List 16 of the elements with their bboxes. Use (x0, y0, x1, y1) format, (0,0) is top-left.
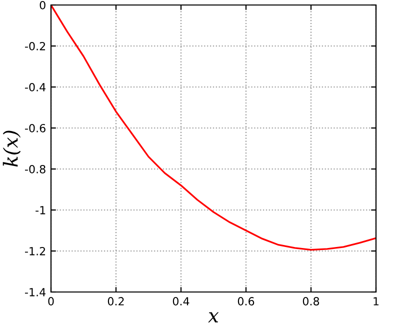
x-tick-label: 1 (374, 297, 379, 306)
y-tick-label: -0.8 (25, 164, 46, 174)
y-tick-label: -0.6 (25, 124, 46, 132)
x-tick-label: 0.4 (172, 297, 190, 306)
y-tick-label: -1.4 (25, 288, 46, 296)
y-tick-label: 0 (40, 0, 46, 10)
y-tick-label: -0.4 (25, 82, 46, 92)
x-tick-label: 0.6 (238, 297, 254, 306)
y-tick-label: -0.2 (25, 42, 46, 50)
y-tick-label: -1.2 (25, 246, 46, 256)
y-tick-label: -1 (36, 206, 46, 214)
x-tick-label: 0 (48, 297, 54, 306)
x-tick-label: 0.8 (302, 297, 320, 306)
x-axis-title: x (208, 312, 219, 322)
y-axis-title: k(x) (2, 130, 21, 167)
x-tick-label: 0.2 (108, 297, 124, 306)
